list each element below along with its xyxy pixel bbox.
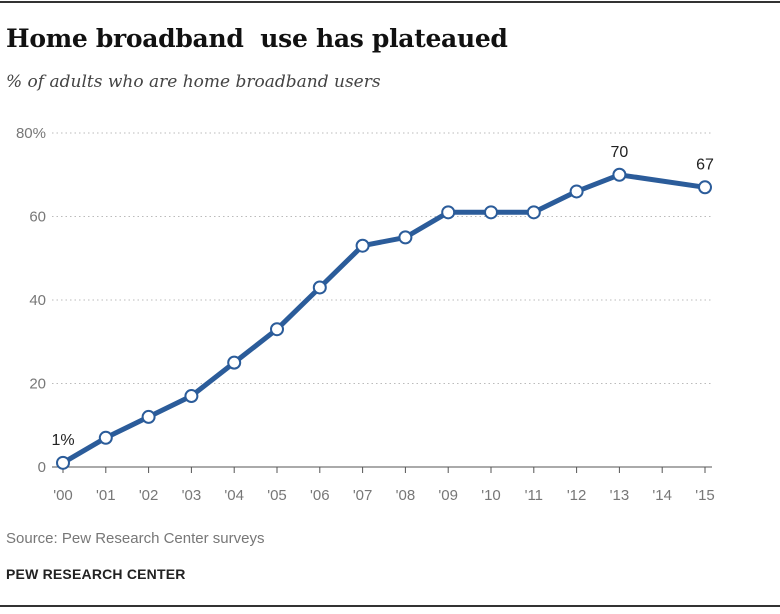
x-tick-label: '09 <box>438 487 458 504</box>
y-tick-labels: 0 20 40 60 80% <box>16 125 46 476</box>
x-tick-label: '01 <box>96 487 116 504</box>
x-tick-label: '15 <box>695 487 715 504</box>
brand-name: PEW RESEARCH CENTER <box>6 566 186 582</box>
x-tick-labels: '00 '01 '02 '03 '04 '05 '06 '07 '08 '09 '10 '11 '12 '… <box>53 487 715 504</box>
y-tick-label: 80% <box>16 125 46 142</box>
data-point-11 <box>526 205 541 220</box>
bottom-rule <box>0 605 780 607</box>
x-tick-label: '12 <box>567 487 587 504</box>
data-point-00 <box>56 455 70 470</box>
x-tick-label: '02 <box>139 487 159 504</box>
x-tick-label: '03 <box>182 487 202 504</box>
y-tick-label: 0 <box>38 459 46 476</box>
source-note: Source: Pew Research Center surveys <box>6 530 265 547</box>
chart-subtitle: % of adults who are home broadband users <box>6 72 381 92</box>
x-tick-label: '08 <box>396 487 416 504</box>
data-point-07 <box>355 238 370 253</box>
data-point-02 <box>141 409 156 424</box>
data-point-10 <box>484 205 498 220</box>
data-label: 67 <box>696 156 714 173</box>
y-tick-label: 60 <box>29 209 46 226</box>
y-tick-label: 40 <box>29 292 46 309</box>
y-tick-label: 20 <box>29 376 46 393</box>
x-tick-label: '13 <box>610 487 630 504</box>
top-rule <box>0 1 780 3</box>
chart-title: Home broadband use has plateaued <box>6 24 508 53</box>
data-labels: 1% 70 67 <box>51 144 714 449</box>
x-tick-label: '14 <box>652 487 672 504</box>
data-point-01 <box>98 430 113 445</box>
data-point-12 <box>569 184 584 199</box>
x-tick-label: '11 <box>525 487 543 504</box>
x-tick-label: '00 <box>53 487 73 504</box>
x-tick-label: '05 <box>267 487 287 504</box>
x-tick-label: '10 <box>481 487 501 504</box>
series-line-layer <box>60 172 708 466</box>
data-point-15 <box>698 180 712 195</box>
axis-layer <box>52 466 712 473</box>
series-line <box>60 172 708 466</box>
x-tick-label: '04 <box>224 487 244 504</box>
x-tick-label: '07 <box>353 487 373 504</box>
data-point-03 <box>184 389 199 404</box>
data-point-05 <box>270 322 284 337</box>
data-label: 70 <box>611 144 629 161</box>
data-point-04 <box>227 355 242 370</box>
grid-layer <box>52 132 712 384</box>
data-point-09 <box>441 205 456 220</box>
series-markers <box>56 167 712 470</box>
data-label: 1% <box>51 432 74 449</box>
data-point-06 <box>312 280 327 295</box>
x-tick-label: '06 <box>310 487 330 504</box>
data-point-13 <box>612 167 627 182</box>
data-point-08 <box>398 230 413 245</box>
